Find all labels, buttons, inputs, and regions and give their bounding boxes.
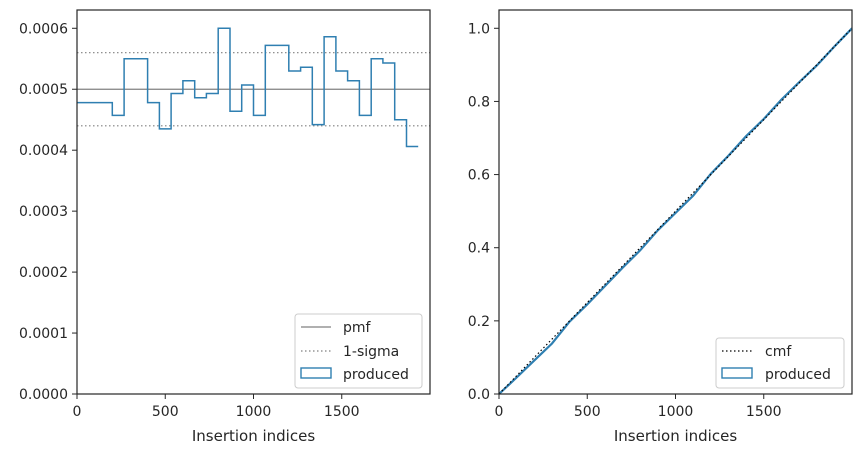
cmf-line [498, 27, 853, 395]
right-y-tick-label: 1.0 [468, 21, 490, 37]
right-x-tick-label: 500 [574, 404, 601, 420]
legend-produced-label-right: produced [765, 367, 831, 383]
left-chart-marks [77, 27, 430, 148]
produced-step-histogram [77, 27, 419, 148]
right-x-tick-label: 1500 [746, 404, 782, 420]
right-chart: 0 500 1000 1500 0.0 0.2 0.4 0.6 0.8 1.0 Insertion… [468, 9, 853, 445]
left-chart-ticks: 0 500 1000 1500 0.0000 0.0001 0.0002 0.0003 0.00… [19, 21, 360, 420]
right-x-axis-label: Insertion indices [614, 427, 737, 445]
right-legend: cmf produced [715, 337, 845, 389]
left-y-tick-label: 0.0002 [19, 265, 68, 281]
legend-pmf-label: pmf [343, 320, 372, 336]
legend-produced-swatch-left [300, 367, 332, 379]
left-legend-box [294, 313, 423, 389]
left-legend: pmf 1-sigma produced [294, 313, 423, 389]
left-x-tick-label: 500 [152, 404, 179, 420]
left-y-tick-label: 0.0001 [19, 326, 68, 342]
left-y-tick-label: 0.0004 [19, 143, 68, 159]
left-chart: 0 500 1000 1500 0.0000 0.0001 0.0002 0.0003 0.00… [19, 9, 431, 445]
legend-sigma-label: 1-sigma [343, 344, 399, 360]
right-y-tick-label: 0.0 [468, 387, 490, 403]
right-y-tick-label: 0.6 [468, 168, 490, 184]
right-y-tick-label: 0.4 [468, 241, 490, 257]
right-chart-frame [498, 9, 853, 395]
left-chart-frame [76, 9, 431, 395]
left-x-tick-label: 0 [73, 404, 82, 420]
left-y-tick-label: 0.0006 [19, 21, 68, 37]
right-legend-box [715, 337, 845, 389]
legend-produced-swatch-right [721, 367, 753, 379]
left-x-tick-label: 1500 [324, 404, 360, 420]
left-x-axis-label: Insertion indices [192, 427, 315, 445]
right-x-tick-label: 1000 [658, 404, 694, 420]
legend-produced-label-left: produced [343, 367, 409, 383]
left-y-tick-label: 0.0003 [19, 204, 68, 220]
right-x-tick-label: 0 [495, 404, 504, 420]
right-chart-marks [498, 27, 853, 395]
left-y-tick-label: 0.0000 [19, 387, 68, 403]
left-y-tick-label: 0.0005 [19, 82, 68, 98]
right-y-tick-label: 0.8 [468, 94, 490, 110]
left-x-tick-label: 1000 [236, 404, 272, 420]
produced-cumulative-line [498, 27, 853, 395]
right-chart-ticks: 0 500 1000 1500 0.0 0.2 0.4 0.6 0.8 1.0 [468, 21, 782, 420]
legend-cmf-label: cmf [765, 344, 792, 360]
right-y-tick-label: 0.2 [468, 314, 490, 330]
